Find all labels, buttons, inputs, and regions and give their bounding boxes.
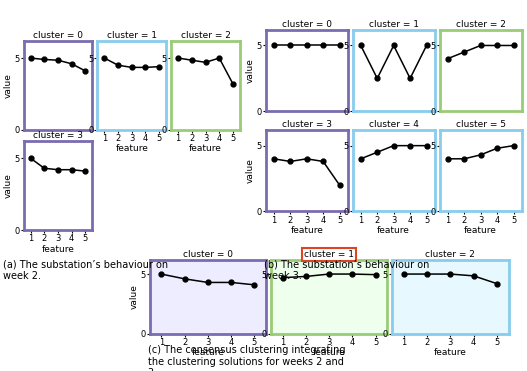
- X-axis label: feature: feature: [191, 348, 225, 357]
- Title: cluster = 1: cluster = 1: [369, 20, 418, 29]
- Text: (b) The substation’s behaviour on
week 3.: (b) The substation’s behaviour on week 3…: [264, 260, 429, 281]
- Text: (a) The substation’s behaviour on
week 2.: (a) The substation’s behaviour on week 2…: [3, 260, 168, 281]
- Y-axis label: value: value: [4, 73, 13, 98]
- Y-axis label: value: value: [246, 58, 255, 83]
- X-axis label: feature: feature: [313, 348, 346, 357]
- X-axis label: feature: feature: [377, 226, 410, 235]
- Title: cluster = 0: cluster = 0: [282, 20, 331, 29]
- Title: cluster = 5: cluster = 5: [456, 120, 505, 129]
- Title: cluster = 3: cluster = 3: [33, 131, 83, 140]
- Text: (c) The consensus clustering integrating
the clustering solutions for weeks 2 an: (c) The consensus clustering integrating…: [148, 345, 345, 371]
- Title: cluster = 0: cluster = 0: [183, 250, 233, 259]
- Y-axis label: value: value: [130, 284, 139, 309]
- X-axis label: feature: feature: [464, 226, 497, 235]
- Y-axis label: value: value: [4, 173, 13, 198]
- Title: cluster = 1: cluster = 1: [107, 31, 157, 40]
- Title: cluster = 4: cluster = 4: [369, 120, 418, 129]
- Title: cluster = 1: cluster = 1: [304, 250, 354, 259]
- Y-axis label: value: value: [246, 158, 255, 183]
- X-axis label: feature: feature: [189, 144, 222, 153]
- Title: cluster = 2: cluster = 2: [425, 250, 475, 259]
- X-axis label: feature: feature: [115, 144, 148, 153]
- X-axis label: feature: feature: [434, 348, 467, 357]
- Title: cluster = 2: cluster = 2: [456, 20, 505, 29]
- Title: cluster = 3: cluster = 3: [282, 120, 331, 129]
- Title: cluster = 0: cluster = 0: [33, 31, 83, 40]
- Title: cluster = 2: cluster = 2: [181, 31, 230, 40]
- X-axis label: feature: feature: [290, 226, 323, 235]
- X-axis label: feature: feature: [42, 244, 74, 253]
